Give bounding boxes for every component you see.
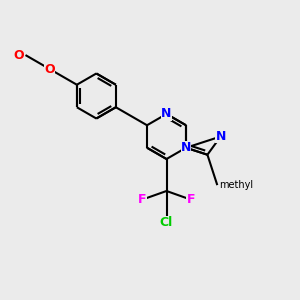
Text: N: N bbox=[161, 107, 172, 121]
Text: Cl: Cl bbox=[160, 217, 173, 230]
Text: O: O bbox=[14, 49, 24, 62]
Text: N: N bbox=[181, 141, 191, 154]
Text: O: O bbox=[44, 63, 55, 76]
Text: N: N bbox=[215, 130, 226, 143]
Text: methyl: methyl bbox=[219, 180, 253, 190]
Text: F: F bbox=[138, 193, 147, 206]
Text: F: F bbox=[186, 193, 195, 206]
